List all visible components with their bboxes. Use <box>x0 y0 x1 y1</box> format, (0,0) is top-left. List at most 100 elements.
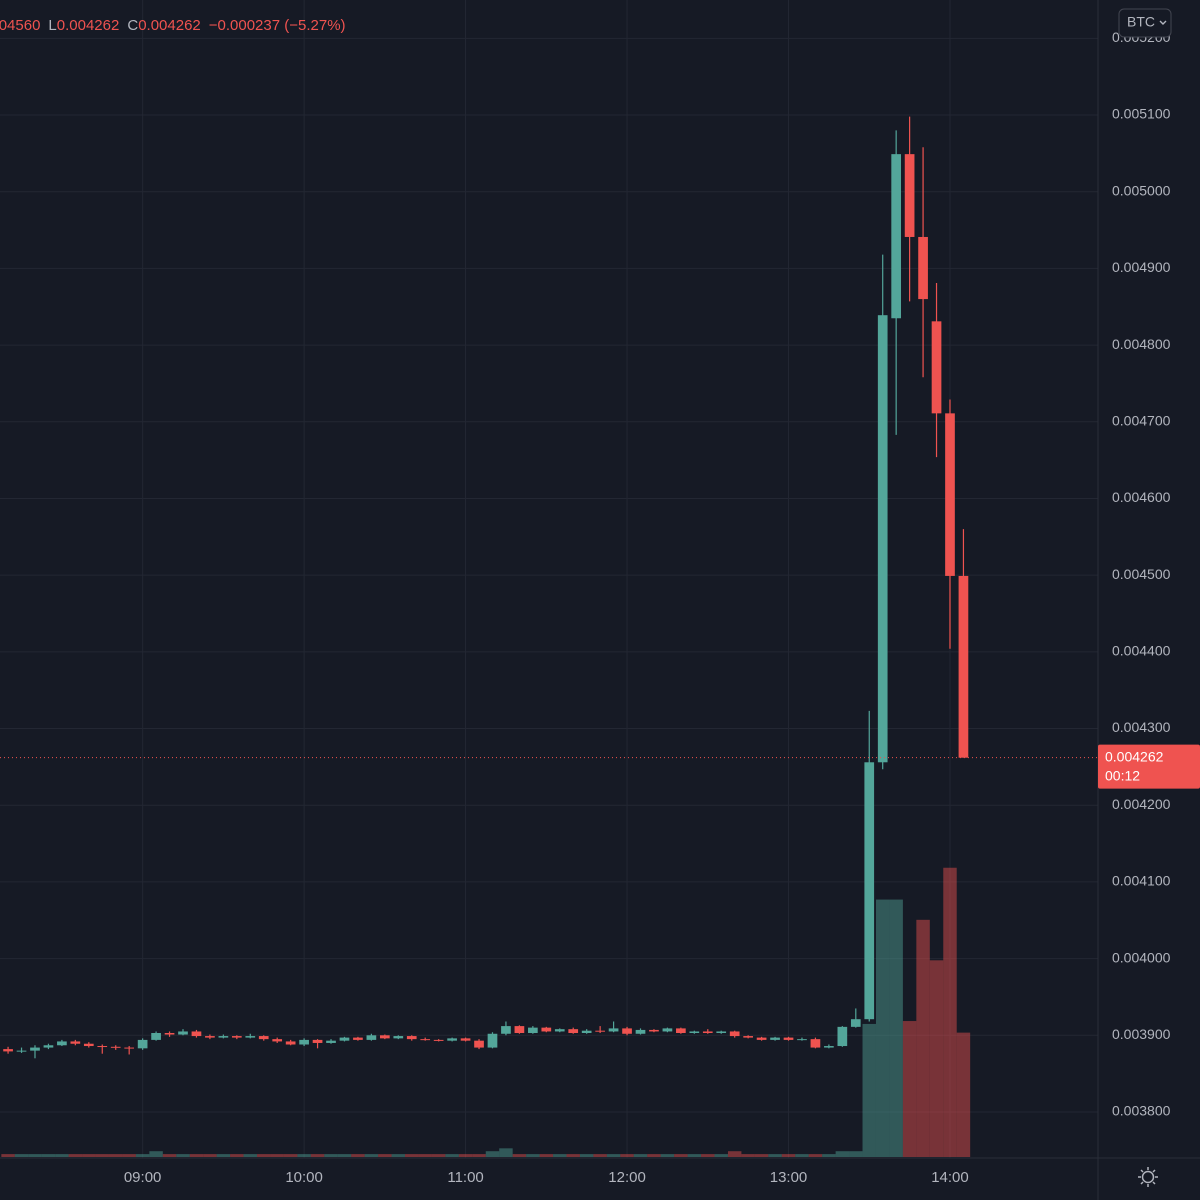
candle-body <box>918 236 928 300</box>
candle-body <box>904 154 915 237</box>
y-tick-label: 0.003800 <box>1112 1103 1171 1119</box>
currency-label[interactable]: BTC <box>1127 14 1155 30</box>
y-tick-label: 0.004200 <box>1112 796 1171 812</box>
volume-bar <box>378 1154 392 1157</box>
low-label: L <box>48 17 56 34</box>
candle-body <box>83 1043 94 1047</box>
volume-bar <box>162 1154 177 1157</box>
volume-bar <box>701 1154 715 1157</box>
volume-bar <box>875 899 890 1157</box>
candle-body <box>595 1030 605 1032</box>
volume-bar <box>337 1154 352 1157</box>
volume-bar <box>822 1154 836 1157</box>
currency-chevron[interactable] <box>1159 20 1167 25</box>
y-tick-label: 0.004100 <box>1112 873 1171 889</box>
candle-body <box>379 1035 390 1039</box>
volume-bar <box>620 1154 634 1157</box>
candle-body <box>326 1040 336 1043</box>
volume-bar <box>55 1154 69 1157</box>
volume-bar <box>593 1154 607 1157</box>
y-tick-label: 0.004600 <box>1112 489 1171 505</box>
candle-body <box>622 1028 632 1034</box>
volume-bar <box>149 1151 163 1157</box>
candle-body <box>554 1029 565 1032</box>
candle-body <box>514 1026 525 1033</box>
volume-bar <box>727 1151 742 1157</box>
y-tick-label: 0.004000 <box>1112 949 1171 965</box>
candle-body <box>272 1039 283 1042</box>
volume-bar <box>768 1154 782 1157</box>
volume-bar <box>405 1154 419 1157</box>
x-tick-label: 13:00 <box>770 1169 808 1186</box>
volume-bar <box>889 899 903 1157</box>
volume-bar <box>418 1154 432 1157</box>
volume-bar <box>485 1151 500 1157</box>
volume-layer <box>1 867 971 1157</box>
y-tick-label: 0.005100 <box>1112 106 1171 122</box>
x-tick-label: 14:00 <box>931 1169 969 1186</box>
volume-bar <box>929 960 944 1157</box>
volume-bar <box>849 1151 863 1157</box>
candle-body <box>528 1027 538 1033</box>
x-tick-label: 09:00 <box>124 1169 162 1186</box>
candle-body <box>837 1026 848 1047</box>
volume-bar <box>41 1154 56 1157</box>
volume-bar <box>243 1154 258 1157</box>
x-tick-label: 10:00 <box>285 1169 323 1186</box>
y-tick-label: 0.004900 <box>1112 259 1171 275</box>
gear-teeth[interactable] <box>1138 1167 1158 1187</box>
last-price-tag <box>1098 744 1200 789</box>
candle-body <box>824 1046 834 1048</box>
candle-body <box>649 1029 659 1032</box>
candle-layer <box>3 116 969 1059</box>
volume-bar <box>526 1154 540 1157</box>
volume-bar <box>1 1154 15 1157</box>
candle-body <box>662 1028 673 1032</box>
settings-button[interactable] <box>1138 1167 1158 1187</box>
volume-bar <box>135 1154 150 1157</box>
volume-bar <box>660 1154 675 1157</box>
volume-bar <box>310 1154 325 1157</box>
candle-body <box>3 1049 13 1052</box>
currency-button[interactable]: BTC <box>1118 8 1172 38</box>
candle-body <box>635 1029 646 1034</box>
volume-bar <box>943 867 957 1157</box>
volume-bar <box>95 1154 109 1157</box>
volume-bar <box>257 1154 271 1157</box>
gear-ring[interactable] <box>1141 1170 1155 1184</box>
candle-body <box>797 1039 807 1041</box>
volume-bar <box>808 1154 823 1157</box>
candle-body <box>729 1031 740 1037</box>
volume-bar <box>835 1151 850 1157</box>
candle-body <box>339 1037 350 1041</box>
volume-bar <box>539 1154 554 1157</box>
candle-body <box>43 1045 54 1048</box>
volume-bar <box>122 1154 136 1157</box>
currency-button-frame[interactable] <box>1118 8 1172 38</box>
volume-bar <box>28 1154 42 1157</box>
candle-body <box>689 1031 700 1033</box>
candle-body <box>218 1036 229 1038</box>
volume-bar <box>754 1154 769 1157</box>
volume-bar <box>82 1154 96 1157</box>
volume-bar <box>647 1154 661 1157</box>
y-tick-label: 0.004800 <box>1112 336 1171 352</box>
volume-bar <box>108 1154 123 1157</box>
y-tick-label: 0.004500 <box>1112 566 1171 582</box>
candle-body <box>285 1041 296 1045</box>
bar-countdown: 00:12 <box>1105 767 1140 783</box>
candle-body <box>541 1027 552 1032</box>
candle-body <box>770 1037 780 1040</box>
volume-bar <box>862 1023 876 1157</box>
candle-body <box>958 575 969 758</box>
volume-bar <box>283 1154 298 1157</box>
low-value: 0.004262 <box>57 17 120 34</box>
candle-body <box>245 1036 256 1038</box>
candle-body <box>487 1033 498 1048</box>
candle-body <box>151 1032 161 1040</box>
close-value: 0.004262 <box>138 17 201 34</box>
candle-body <box>258 1036 269 1040</box>
candle-body <box>299 1039 309 1045</box>
volume-bar <box>956 1032 971 1157</box>
